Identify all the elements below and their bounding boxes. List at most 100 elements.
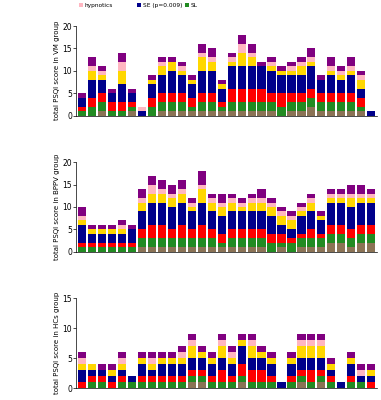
Bar [258, 66, 266, 89]
Bar [198, 346, 206, 352]
Bar [267, 111, 275, 116]
Bar [248, 340, 256, 346]
Bar [178, 93, 186, 102]
Bar [198, 171, 206, 184]
Bar [198, 238, 206, 247]
Bar [248, 202, 256, 212]
Bar [277, 93, 286, 107]
Bar [128, 111, 136, 116]
Bar [128, 107, 136, 111]
Bar [118, 234, 126, 243]
Bar [297, 207, 306, 212]
Y-axis label: total PSQI score in HCs group: total PSQI score in HCs group [54, 292, 60, 394]
Bar [287, 75, 296, 93]
Bar [347, 184, 355, 194]
Bar [307, 198, 315, 202]
Bar [148, 352, 156, 358]
Bar [78, 352, 86, 358]
Bar [297, 202, 306, 207]
Bar [128, 376, 136, 382]
Bar [267, 71, 275, 93]
Bar [168, 102, 176, 111]
Bar [208, 198, 216, 202]
Bar [267, 376, 275, 382]
Bar [258, 89, 266, 102]
Bar [327, 382, 335, 388]
Bar [307, 382, 315, 388]
Bar [327, 57, 335, 66]
Bar [287, 102, 296, 111]
Bar [287, 216, 296, 220]
Bar [188, 238, 196, 247]
Bar [357, 75, 365, 80]
Bar [227, 66, 236, 89]
Bar [227, 194, 236, 198]
Bar [218, 382, 226, 388]
Bar [108, 243, 116, 247]
Bar [128, 243, 136, 247]
Bar [227, 346, 236, 352]
Bar [337, 102, 346, 111]
Bar [258, 111, 266, 116]
Bar [337, 80, 346, 93]
Bar [198, 57, 206, 71]
Bar [118, 358, 126, 364]
Bar [337, 66, 346, 71]
Bar [238, 207, 246, 212]
Bar [297, 216, 306, 234]
Bar [168, 71, 176, 93]
Bar [367, 189, 375, 194]
Bar [267, 243, 275, 252]
Bar [337, 75, 346, 80]
Bar [347, 71, 355, 75]
Bar [148, 202, 156, 225]
Bar [88, 71, 96, 80]
Bar [138, 111, 146, 116]
Bar [208, 71, 216, 93]
Bar [307, 346, 315, 358]
Bar [258, 370, 266, 382]
Bar [98, 376, 106, 382]
Bar [238, 102, 246, 111]
Bar [337, 382, 346, 388]
Bar [158, 102, 166, 111]
Bar [367, 202, 375, 225]
Bar [367, 376, 375, 382]
Bar [178, 66, 186, 71]
Bar [357, 98, 365, 107]
Bar [78, 207, 86, 216]
Bar [98, 370, 106, 376]
Bar [267, 57, 275, 62]
Bar [218, 370, 226, 382]
Bar [188, 382, 196, 388]
Bar [297, 370, 306, 376]
Bar [357, 234, 365, 243]
Bar [267, 352, 275, 358]
Bar [158, 364, 166, 376]
Bar [327, 102, 335, 111]
Bar [188, 202, 196, 207]
Bar [138, 189, 146, 198]
Bar [347, 194, 355, 198]
Bar [248, 57, 256, 66]
Bar [118, 220, 126, 225]
Bar [118, 53, 126, 62]
Bar [208, 212, 216, 230]
Bar [287, 212, 296, 216]
Bar [198, 358, 206, 370]
Bar [307, 66, 315, 89]
Bar [238, 364, 246, 376]
Bar [267, 358, 275, 364]
Bar [327, 376, 335, 382]
Bar [357, 382, 365, 388]
Bar [357, 198, 365, 202]
Bar [78, 93, 86, 98]
Bar [138, 107, 146, 111]
Bar [327, 111, 335, 116]
Bar [138, 212, 146, 230]
Bar [208, 102, 216, 111]
Bar [168, 352, 176, 358]
Bar [347, 66, 355, 71]
Bar [78, 225, 86, 243]
Bar [277, 66, 286, 71]
